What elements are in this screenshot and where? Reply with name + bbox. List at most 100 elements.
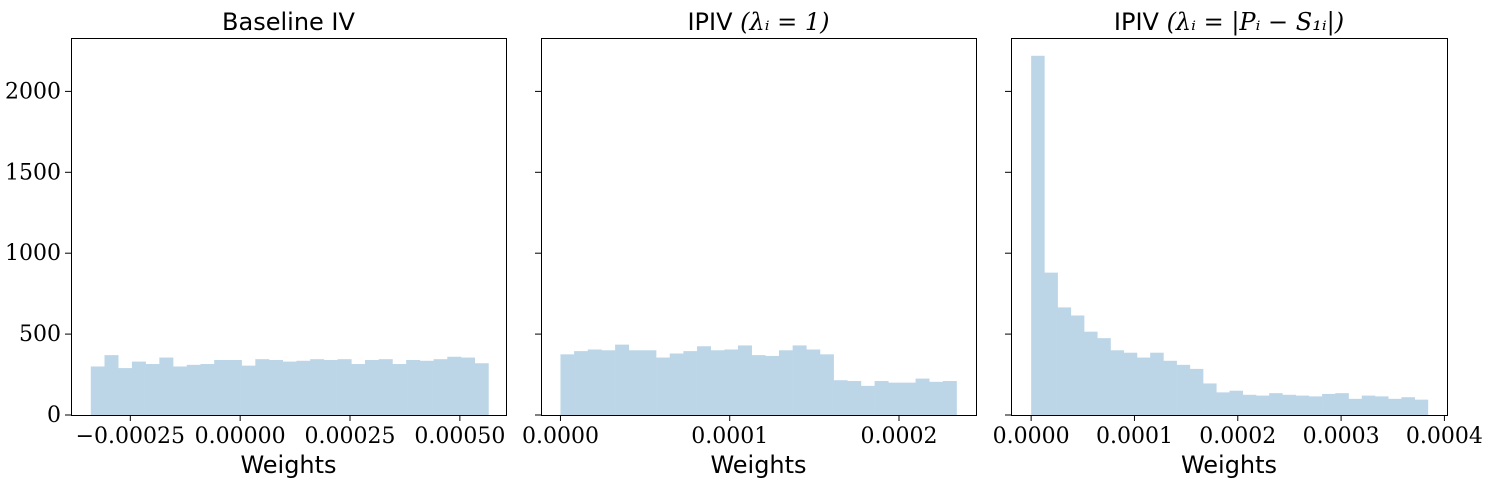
histogram-bar: [778, 350, 793, 415]
histogram-bar: [200, 364, 215, 415]
chart-title-math: (λᵢ = |Pᵢ − S₁ᵢ|): [1159, 8, 1344, 37]
x-tick-label: 0.0004: [1406, 424, 1483, 449]
histogram-bar: [915, 378, 930, 415]
histogram-bar: [131, 361, 146, 415]
histogram-bar: [1255, 395, 1270, 415]
x-tick-label: 0.0001: [691, 424, 768, 449]
chart-title-text: Baseline IV: [222, 8, 355, 36]
histogram-bar: [186, 364, 201, 415]
chart-title: IPIV (λᵢ = |Pᵢ − S₁ᵢ|): [1114, 8, 1344, 37]
histogram-bar: [282, 361, 297, 415]
histogram-bar: [697, 346, 711, 415]
histogram-bar: [1242, 394, 1257, 415]
histogram-bar: [1044, 272, 1058, 415]
plot-frame: [71, 38, 507, 416]
histogram-bar: [1308, 396, 1323, 415]
histogram-bar: [942, 381, 957, 415]
histogram-bar: [227, 359, 242, 415]
histogram-bar: [90, 366, 105, 415]
histogram-bar: [104, 355, 119, 415]
histogram-bar: [378, 359, 393, 415]
histogram-bar: [1295, 395, 1310, 415]
histogram-bar: [1084, 331, 1098, 415]
x-tick-label: 0.00000: [195, 424, 286, 449]
histogram-bar: [1361, 395, 1376, 415]
plot-frame: [541, 38, 977, 416]
histogram-bar: [1110, 350, 1125, 415]
histogram-bar: [656, 357, 671, 415]
x-axis-label: Weights: [710, 451, 806, 479]
histogram-bar: [587, 349, 602, 415]
histogram-bar: [888, 382, 903, 415]
x-tick-label: 0.00025: [305, 424, 396, 449]
histogram-bar: [461, 357, 476, 415]
histogram-bar: [724, 349, 739, 415]
x-axis-label: Weights: [1181, 451, 1277, 479]
histogram-bar: [474, 363, 489, 415]
histogram-bar: [792, 345, 807, 415]
histogram-bar: [365, 359, 380, 415]
histogram-bar: [337, 359, 352, 415]
chart-title: Baseline IV: [222, 8, 355, 36]
histogram-bar: [642, 350, 657, 415]
histogram-bar: [683, 351, 698, 415]
histogram-bar: [806, 349, 821, 415]
histogram-bar: [1136, 357, 1151, 415]
histogram-bar: [1031, 55, 1045, 416]
histogram-bar: [929, 381, 944, 415]
histogram-bar: [145, 364, 160, 415]
histogram-bar: [819, 354, 834, 415]
histogram-bar: [1229, 390, 1244, 415]
y-tick-label: 0: [47, 403, 61, 428]
histogram-bar: [669, 353, 684, 415]
chart-title-text: IPIV: [1114, 8, 1160, 36]
histogram-bar: [323, 359, 338, 415]
histogram-bar: [1163, 360, 1177, 415]
histogram-bar: [419, 360, 434, 415]
x-tick-label: 0.0002: [860, 424, 937, 449]
histogram-bar: [1150, 352, 1164, 415]
chart-title-math: (λᵢ = 1): [733, 8, 830, 36]
histogram-bar: [392, 364, 407, 415]
x-tick-label: 0.00050: [414, 424, 505, 449]
x-tick-label: 0.0000: [522, 424, 599, 449]
histogram-bar: [833, 380, 848, 415]
histogram-bar: [406, 359, 421, 415]
histogram-bar: [1401, 397, 1415, 415]
y-tick-label: 1000: [5, 241, 61, 266]
histogram-bar: [860, 385, 875, 415]
histogram-bar: [296, 360, 311, 415]
histogram-bar: [1269, 393, 1283, 415]
histogram-bar: [1414, 399, 1429, 415]
histogram-bar: [1057, 307, 1072, 415]
histogram-bar: [847, 381, 862, 415]
histogram-bar: [601, 350, 616, 415]
histogram-bar: [765, 355, 780, 415]
plot-frame: [1011, 38, 1448, 416]
histogram-bar: [214, 359, 229, 415]
histogram-bar: [574, 351, 589, 415]
histogram-bar: [1070, 315, 1085, 415]
histogram-bar: [1189, 368, 1204, 415]
histogram-bar: [710, 350, 725, 415]
histogram-bar: [1216, 392, 1230, 415]
histogram-bar: [1123, 352, 1138, 415]
histogram-bar: [1322, 393, 1336, 415]
histogram-bar: [1203, 383, 1217, 415]
y-tick-label: 2000: [5, 79, 61, 104]
x-tick-label: 0.0002: [1199, 424, 1276, 449]
histogram-bar: [560, 354, 575, 415]
x-axis-label: Weights: [240, 451, 336, 479]
x-tick-label: 0.0003: [1303, 424, 1380, 449]
histogram-bar: [738, 345, 752, 415]
histogram-bar: [1335, 393, 1349, 415]
histogram-bar: [173, 366, 188, 415]
histogram-bar: [433, 359, 448, 415]
histogram-bar: [351, 364, 366, 415]
histogram-bar: [1097, 338, 1111, 415]
chart-title-text: IPIV: [687, 8, 733, 36]
histogram-bar: [255, 359, 270, 415]
histogram-bar: [874, 381, 889, 415]
x-tick-label: 0.0000: [993, 424, 1070, 449]
